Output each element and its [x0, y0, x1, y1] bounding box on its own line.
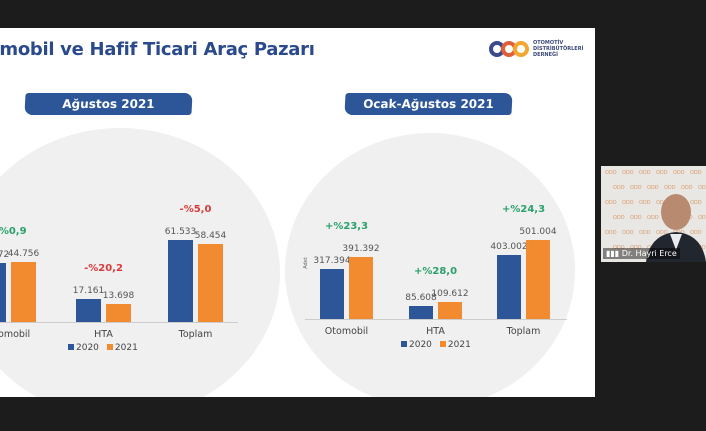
slide-title: Otomobil ve Hafif Ticari Araç Pazarı [0, 39, 315, 60]
backdrop-logo: ODD [630, 245, 642, 251]
backdrop-logo: ODD [639, 230, 651, 236]
backdrop-logo: ODD [681, 185, 693, 191]
backdrop-logo: ODD [698, 185, 706, 191]
backdrop-logo: ODD [656, 200, 668, 206]
category-label: Otomobil [324, 326, 369, 337]
participant-video-person [646, 194, 706, 262]
category-label: Toplam [506, 326, 541, 337]
backdrop-logo: ODD [613, 245, 625, 251]
change-label: +%24,3 [501, 204, 546, 215]
participant-name: Dr. Hayri Erce [621, 249, 677, 258]
chart-legend: 2020 2021 [401, 340, 471, 350]
legend-item-2021: 2021 [439, 340, 471, 350]
chart-title-banner: Ocak-Ağustos 2021 [344, 93, 513, 115]
logo-line: DİSTRİBÜTÖRLERİ [533, 46, 584, 52]
backdrop-logo: ODD [690, 170, 702, 176]
backdrop-logo: ODD [698, 215, 706, 221]
chart-baseline [0, 322, 238, 323]
presentation-slide: Otomobil ve Hafif Ticari Araç Pazarı OTO… [0, 28, 595, 397]
odd-logo: OTOMOTİV DİSTRİBÜTÖRLERİ DERNEĞİ [489, 40, 583, 58]
category-label: Otomobil [0, 329, 31, 340]
backdrop-logo: ODD [673, 170, 685, 176]
category-label: HTA [426, 326, 445, 337]
backdrop-logo: ODD [664, 185, 676, 191]
bar-2021 [198, 244, 223, 322]
change-label: -%20,2 [84, 263, 123, 275]
value-label: 61.533 [164, 227, 197, 237]
value-label: 13.698 [102, 290, 135, 301]
value-label: 501.004 [519, 227, 557, 237]
bar-2020 [497, 255, 521, 319]
backdrop-logo: ODD [622, 170, 634, 176]
backdrop-logo: ODD [630, 215, 642, 221]
bar-2020 [409, 305, 433, 319]
value-label: 17.161 [72, 286, 105, 297]
backdrop-logo: ODD [639, 170, 651, 176]
value-label: 44.756 [7, 249, 40, 260]
backdrop-logo: ODD [647, 215, 659, 221]
bar-2021 [349, 257, 373, 319]
backdrop-logo: ODD [656, 230, 668, 236]
background-circle [0, 128, 280, 397]
backdrop-logo: ODD [639, 200, 651, 206]
bar-2020 [320, 268, 344, 319]
backdrop-logo: ODD [613, 215, 625, 221]
value-label: 391.392 [342, 244, 380, 255]
bar-2021 [526, 240, 550, 319]
backdrop-logo: ODD [622, 200, 634, 206]
value-label: 109.612 [431, 288, 469, 299]
backdrop-logo: ODD [690, 230, 702, 236]
value-label: 317.394 [313, 255, 351, 266]
bar-2021 [11, 262, 36, 322]
logo-line: DERNEĞİ [533, 52, 558, 58]
category-label: Toplam [178, 329, 213, 340]
legend-item-2021: 2021 [106, 343, 138, 353]
value-label: 403.002 [490, 242, 528, 253]
backdrop-logo: ODD [605, 170, 617, 176]
backdrop-logo: ODD [630, 185, 642, 191]
change-label: -%5,0 [179, 204, 212, 215]
change-label: +%28,0 [413, 265, 458, 277]
signal-icon: ▮▮▮ [606, 249, 622, 258]
chart-title-banner: Ağustos 2021 [24, 93, 193, 115]
y-axis-label: Adet [302, 257, 309, 269]
backdrop-logo: ODD [690, 200, 702, 206]
value-label: 44.372 [0, 249, 10, 260]
bar-2021 [106, 303, 131, 322]
category-label: HTA [94, 329, 113, 340]
change-label: +%23,3 [324, 221, 369, 233]
backdrop-logo: ODD [605, 200, 617, 206]
participant-name-label: ▮▮▮ Dr. Hayri Erce [603, 248, 680, 259]
bar-2020 [168, 240, 193, 322]
chart-legend: 2020 2021 [68, 343, 138, 353]
legend-item-2020: 2020 [68, 343, 99, 353]
backdrop-logo: ODD [605, 230, 617, 236]
value-label: 85.608 [405, 292, 437, 303]
bar-2020 [0, 262, 6, 322]
backdrop-logo: ODD [698, 245, 706, 251]
chart-baseline [305, 319, 567, 320]
bar-2020 [76, 299, 101, 322]
bar-2021 [438, 301, 462, 319]
backdrop-logo: ODD [647, 185, 659, 191]
value-label: 58.454 [194, 231, 227, 242]
backdrop-logo: ODD [622, 230, 634, 236]
change-label: +%0,9 [0, 226, 27, 238]
legend-item-2020: 2020 [401, 340, 432, 350]
logo-line: OTOMOTİV [533, 40, 564, 46]
backdrop-logo: ODD [613, 185, 625, 191]
backdrop-logo: ODD [656, 170, 668, 176]
